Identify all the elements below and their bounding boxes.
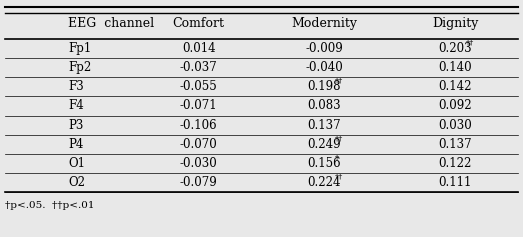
Text: ††: ††	[335, 77, 343, 85]
Text: Modernity: Modernity	[291, 17, 357, 30]
Text: 0.122: 0.122	[438, 157, 472, 170]
Text: 0.156: 0.156	[308, 157, 341, 170]
Text: -0.040: -0.040	[305, 61, 343, 74]
Text: 0.198: 0.198	[308, 80, 341, 93]
Text: 0.224: 0.224	[308, 176, 341, 189]
Text: ††: ††	[465, 39, 474, 47]
Text: EEG  channel: EEG channel	[68, 17, 154, 30]
Text: 0.249: 0.249	[308, 138, 341, 151]
Text: 0.137: 0.137	[438, 138, 472, 151]
Text: -0.071: -0.071	[180, 100, 218, 113]
Text: Fp2: Fp2	[68, 61, 91, 74]
Text: P4: P4	[68, 138, 83, 151]
Text: F3: F3	[68, 80, 84, 93]
Text: ††: ††	[335, 134, 343, 142]
Text: †p<.05.  ††p<.01: †p<.05. ††p<.01	[5, 201, 95, 210]
Text: F4: F4	[68, 100, 84, 113]
Text: -0.030: -0.030	[180, 157, 218, 170]
Text: Comfort: Comfort	[173, 17, 225, 30]
Text: -0.055: -0.055	[180, 80, 218, 93]
Text: 0.111: 0.111	[438, 176, 472, 189]
Text: 0.014: 0.014	[182, 42, 215, 55]
Text: O1: O1	[68, 157, 85, 170]
Text: 0.092: 0.092	[438, 100, 472, 113]
Text: -0.037: -0.037	[180, 61, 218, 74]
Text: 0.137: 0.137	[308, 118, 341, 132]
Text: -0.106: -0.106	[180, 118, 218, 132]
Text: 0.083: 0.083	[308, 100, 341, 113]
Text: 0.030: 0.030	[438, 118, 472, 132]
Text: 0.140: 0.140	[438, 61, 472, 74]
Text: Fp1: Fp1	[68, 42, 91, 55]
Text: -0.009: -0.009	[305, 42, 343, 55]
Text: -0.079: -0.079	[180, 176, 218, 189]
Text: -0.070: -0.070	[180, 138, 218, 151]
Text: ††: ††	[335, 173, 343, 181]
Text: P3: P3	[68, 118, 83, 132]
Text: 0.142: 0.142	[438, 80, 472, 93]
Text: †: †	[335, 153, 339, 161]
Text: 0.203: 0.203	[438, 42, 472, 55]
Text: Dignity: Dignity	[432, 17, 478, 30]
Text: O2: O2	[68, 176, 85, 189]
